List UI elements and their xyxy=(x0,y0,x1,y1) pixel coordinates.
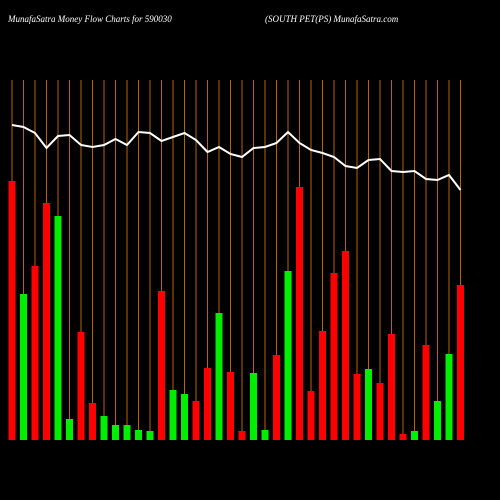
bar xyxy=(54,216,62,440)
bar xyxy=(457,285,464,440)
bar xyxy=(284,271,292,440)
bar xyxy=(273,355,280,440)
bar xyxy=(192,401,200,440)
bar xyxy=(8,181,16,440)
bar xyxy=(365,369,372,440)
bar xyxy=(100,416,108,440)
bar xyxy=(77,332,85,440)
bar xyxy=(388,334,395,440)
bar xyxy=(399,434,407,440)
bar xyxy=(158,291,165,440)
bar xyxy=(353,374,361,440)
bar xyxy=(296,187,303,440)
bar xyxy=(330,273,338,440)
bar xyxy=(66,419,73,440)
price-line xyxy=(11,124,462,191)
bar xyxy=(43,203,50,440)
bar xyxy=(31,266,39,440)
bar xyxy=(181,394,188,440)
bar xyxy=(250,373,257,440)
bar xyxy=(89,403,96,440)
bar xyxy=(434,401,441,440)
bar xyxy=(112,425,119,440)
bar xyxy=(135,430,142,440)
bar xyxy=(169,390,177,440)
bar xyxy=(319,331,326,440)
bar xyxy=(411,431,418,440)
bar xyxy=(123,425,131,440)
bar xyxy=(261,430,269,440)
bar xyxy=(376,383,384,440)
bar xyxy=(445,354,453,440)
bar xyxy=(204,368,211,440)
chart-subtitle: (SOUTH PET(PS) MunafaSatra.com xyxy=(265,14,399,24)
bar xyxy=(422,345,430,440)
chart-title: MunafaSatra Money Flow Charts for 590030 xyxy=(7,14,172,24)
bar xyxy=(307,391,315,440)
bar xyxy=(227,372,234,440)
bar xyxy=(215,313,223,440)
bar xyxy=(238,431,246,440)
bar xyxy=(146,431,154,440)
bar xyxy=(342,251,349,440)
bar xyxy=(20,294,27,440)
